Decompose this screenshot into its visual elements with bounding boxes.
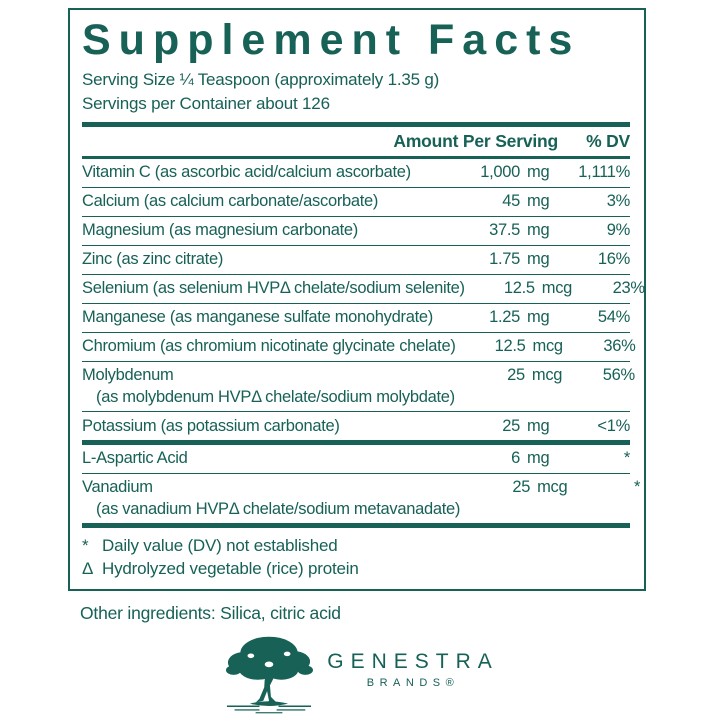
footnote-text: Hydrolyzed vegetable (rice) protein — [102, 558, 359, 578]
amount-unit: mg — [527, 163, 550, 181]
amount-unit: mg — [527, 416, 550, 435]
amount-value: 37.5 — [489, 221, 520, 239]
amount-unit: mcg — [537, 478, 568, 496]
amount-value: 12.5 — [494, 337, 526, 355]
nutrient-dv: 16% — [597, 250, 630, 268]
nutrient-name: Vitamin C (as ascorbic acid/calcium asco… — [82, 163, 411, 181]
nutrient-name-sub: (as molybdenum HVPΔ chelate/sodium molyb… — [96, 387, 455, 406]
footnote-text: Daily value (DV) not established — [102, 535, 338, 555]
amount-unit: mg — [527, 308, 550, 326]
nutrient-amount: 25 mg — [450, 417, 558, 437]
nutrient-name-main: Molybdenum — [82, 366, 174, 384]
brand-sub: BRANDS® — [366, 676, 460, 689]
nutrient-amount: 6 mg — [450, 449, 558, 469]
amount-header: Amount Per Serving — [393, 130, 558, 151]
amount-unit: mg — [527, 449, 550, 467]
nutrient-amount: 37.5 mg — [450, 221, 558, 241]
nutrient-dv: 23% — [612, 279, 645, 297]
nutrient-name: Molybdenum (as molybdenum HVPΔ chelate/so… — [82, 366, 455, 407]
nutrient-dv: 56% — [602, 366, 635, 384]
servings-per-container: Servings per Container about 126 — [82, 93, 330, 113]
table-header-row: Amount Per Serving % DV — [82, 127, 630, 156]
amount-unit: mcg — [532, 337, 564, 355]
other-ingredients: Other ingredients: Silica, citric acid — [80, 603, 341, 623]
amount-value: 12.5 — [503, 279, 535, 297]
amount-unit: mg — [527, 250, 550, 268]
table-row: Vanadium (as vanadium HVPΔ chelate/sodium… — [82, 474, 640, 524]
amount-value: 25 — [502, 416, 520, 435]
nutrient-name: Manganese (as manganese sulfate monohydr… — [82, 308, 433, 326]
header-separator — [82, 155, 630, 159]
nutrient-name-main: Vanadium — [82, 478, 153, 496]
amount-unit: mcg — [531, 366, 563, 384]
amount-unit: mg — [527, 192, 550, 210]
nutrient-name: Selenium (as selenium HVPΔ chelate/sodiu… — [82, 279, 465, 297]
nutrient-dv: * — [633, 478, 641, 496]
table-row: Selenium (as selenium HVPΔ chelate/sodiu… — [82, 275, 645, 304]
nutrient-name: Magnesium (as magnesium carbonate) — [82, 221, 358, 239]
nutrient-dv: 36% — [603, 337, 636, 355]
amount-value: 1.25 — [489, 308, 520, 326]
table-row: Chromium (as chromium nicotinate glycina… — [82, 333, 636, 362]
nutrient-name: Potassium (as potassium carbonate) — [82, 416, 340, 435]
amount-value: 1,000 — [480, 163, 520, 181]
table-row: Potassium (as potassium carbonate) 25 mg … — [82, 412, 630, 440]
nutrient-dv: <1% — [597, 416, 630, 435]
table-row: Vitamin C (as ascorbic acid/calcium asco… — [82, 159, 630, 188]
asterisk-symbol: * — [82, 535, 89, 555]
nutrient-name: Vanadium (as vanadium HVPΔ chelate/sodium… — [82, 478, 460, 519]
table-row: L-Aspartic Acid 6 mg * — [82, 445, 630, 474]
nutrient-name: Chromium (as chromium nicotinate glycina… — [82, 337, 456, 355]
brand-logo: GENESTRA BRANDS® — [0, 630, 720, 716]
nutrient-dv: * — [623, 449, 630, 467]
table-row: Calcium (as calcium carbonate/ascorbate)… — [82, 188, 630, 217]
nutrient-amount: 12.5 mcg — [465, 279, 573, 299]
nutrient-amount: 25 mcg — [455, 366, 563, 386]
footnote-daily-value: * Daily value (DV) not established — [82, 534, 630, 557]
supplement-facts-box: Supplement Facts Serving Size ¼ Teaspoon… — [68, 8, 646, 591]
brand-text: GENESTRA BRANDS® — [327, 650, 499, 697]
nutrient-amount: 1.25 mg — [450, 308, 558, 328]
amount-value: 45 — [502, 192, 520, 210]
amount-value: 25 — [507, 366, 525, 384]
amount-value: 6 — [511, 449, 520, 467]
amount-value: 1.75 — [489, 250, 520, 268]
nutrient-amount: 1.75 mg — [450, 250, 558, 270]
amount-unit: mg — [527, 221, 550, 239]
table-row: Molybdenum (as molybdenum HVPΔ chelate/so… — [82, 362, 635, 412]
serving-info: Serving Size ¼ Teaspoon (approximately 1… — [82, 68, 630, 115]
table-row: Zinc (as zinc citrate) 1.75 mg 16% — [82, 246, 630, 275]
table-row: Manganese (as manganese sulfate monohydr… — [82, 304, 630, 333]
nutrient-name: L-Aspartic Acid — [82, 449, 188, 467]
nutrient-name-sub: (as vanadium HVPΔ chelate/sodium metavan… — [96, 499, 461, 518]
thick-separator — [82, 440, 630, 445]
serving-size: Serving Size ¼ Teaspoon (approximately 1… — [82, 70, 440, 89]
dv-header: % DV — [586, 130, 630, 151]
table-row: Magnesium (as magnesium carbonate) 37.5 m… — [82, 217, 630, 246]
nutrient-amount: 25 mcg — [460, 478, 568, 498]
nutrient-amount: 1,000 mg — [450, 163, 558, 183]
brand-name: GENESTRA — [327, 649, 499, 673]
nutrient-name: Zinc (as zinc citrate) — [82, 250, 224, 268]
amount-value: 25 — [512, 478, 531, 496]
nutrient-dv: 1,111% — [578, 163, 630, 181]
thick-separator — [82, 523, 630, 528]
delta-symbol: Δ — [82, 558, 94, 578]
nutrient-amount: 45 mg — [450, 192, 558, 212]
nutrient-name: Calcium (as calcium carbonate/ascorbate) — [82, 192, 379, 210]
footnotes: * Daily value (DV) not established Δ Hyd… — [82, 528, 630, 589]
thick-separator — [82, 122, 630, 127]
nutrient-amount: 12.5 mcg — [456, 337, 564, 357]
nutrient-dv: 54% — [597, 308, 630, 326]
nutrient-dv: 9% — [606, 221, 631, 239]
tree-icon — [221, 630, 317, 716]
nutrient-dv: 3% — [606, 192, 631, 210]
page-title: Supplement Facts — [82, 16, 581, 64]
amount-unit: mcg — [541, 279, 573, 297]
footnote-hvp: Δ Hydrolyzed vegetable (rice) protein — [82, 557, 630, 580]
